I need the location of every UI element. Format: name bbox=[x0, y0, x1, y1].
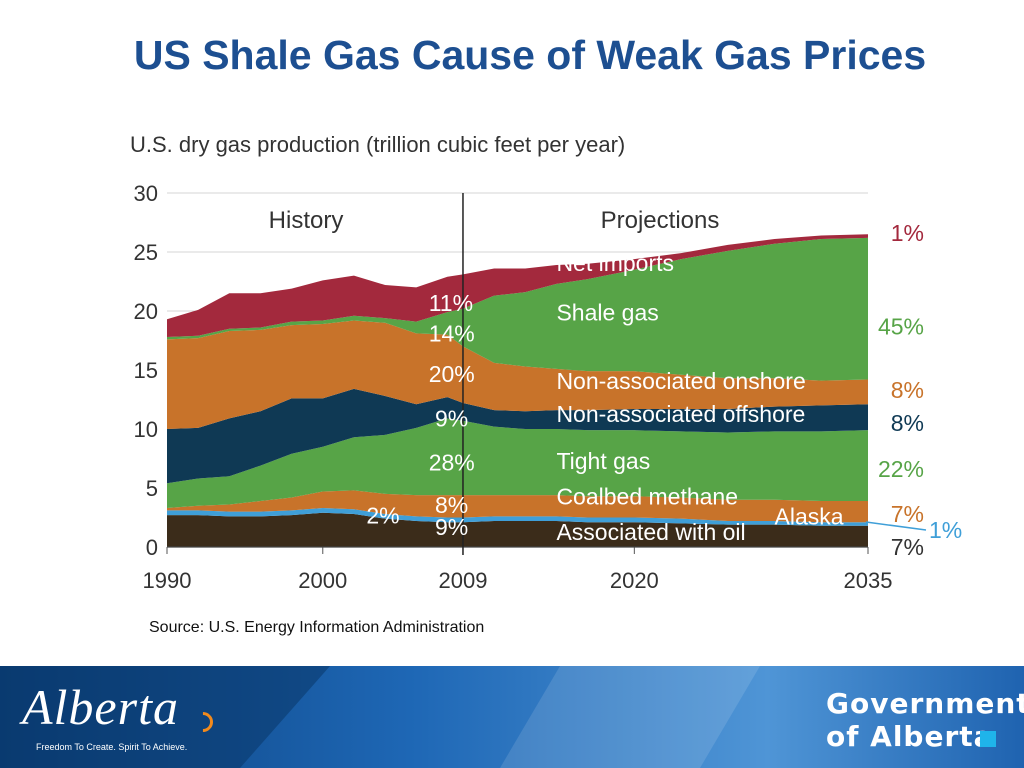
area-tight-gas bbox=[167, 418, 868, 509]
share-2035-label: 7% bbox=[891, 534, 924, 560]
share-2009-label: 8% bbox=[435, 492, 468, 518]
region-label-projections: Projections bbox=[601, 207, 720, 234]
share-2009-label: 11% bbox=[429, 290, 473, 316]
area-label: Non-associated offshore bbox=[556, 401, 805, 427]
x-tick-label: 2020 bbox=[610, 568, 659, 593]
government-square-icon bbox=[980, 731, 996, 747]
x-tick-label: 2000 bbox=[298, 568, 347, 593]
y-tick-label: 20 bbox=[134, 299, 158, 324]
x-tick-label: 2035 bbox=[844, 568, 893, 593]
area-net-imports bbox=[167, 234, 868, 337]
y-tick-label: 10 bbox=[134, 417, 158, 442]
share-2035-label: 8% bbox=[891, 410, 924, 436]
share-2035-label: 22% bbox=[878, 456, 924, 482]
area-label: Coalbed methane bbox=[556, 484, 738, 510]
x-tick-label: 1990 bbox=[143, 568, 192, 593]
government-line-2: of Alberta bbox=[826, 720, 994, 753]
axes: 0 5 10 15 20 25 30 1990 2000 2009 2020 2035 bbox=[134, 181, 893, 593]
area-label: Shale gas bbox=[556, 299, 658, 325]
footer-banner bbox=[0, 666, 1024, 768]
alberta-tagline: Freedom To Create. Spirit To Achieve. bbox=[36, 742, 188, 752]
share-2009-label: 9% bbox=[435, 514, 468, 540]
area-non-associated-onshore bbox=[167, 320, 868, 429]
source-note: Source: U.S. Energy Information Administ… bbox=[149, 619, 485, 636]
government-line-1: Government bbox=[826, 687, 1024, 720]
area-associated-with-oil bbox=[167, 512, 868, 547]
area-coalbed-methane bbox=[167, 490, 868, 523]
area-label: Associated with oil bbox=[556, 519, 745, 545]
slide-title: US Shale Gas Cause of Weak Gas Prices bbox=[133, 32, 927, 78]
chart-title: U.S. dry gas production (trillion cubic … bbox=[130, 132, 625, 157]
area-alaska bbox=[167, 508, 868, 526]
alberta-logo: Alberta bbox=[22, 679, 179, 735]
area-label: Alaska bbox=[775, 504, 844, 530]
x-tick-label: 2009 bbox=[439, 568, 488, 593]
area-shale-gas bbox=[167, 237, 868, 381]
share-2035-label: 1% bbox=[891, 220, 924, 246]
share-2035-label: 45% bbox=[878, 313, 924, 339]
share-2009-label: 9% bbox=[435, 406, 468, 432]
share-2009-label: 28% bbox=[429, 449, 475, 475]
area-label: Non-associated onshore bbox=[556, 368, 805, 394]
stacked-areas bbox=[167, 234, 868, 547]
y-tick-label: 25 bbox=[134, 240, 158, 265]
y-tick-label: 30 bbox=[134, 181, 158, 206]
alaska-callout-line bbox=[865, 521, 927, 531]
share-2009-label: 14% bbox=[429, 321, 475, 347]
alaska-callout-label: 1% bbox=[929, 517, 962, 543]
gas-production-chart: U.S. dry gas production (trillion cubic … bbox=[130, 132, 963, 593]
area-label: Net imports bbox=[556, 250, 674, 276]
share-2035-label: 7% bbox=[891, 501, 924, 527]
y-tick-label: 15 bbox=[134, 358, 158, 383]
share-2009-label: 20% bbox=[429, 361, 475, 387]
chart-labels: History Projections Net imports Shale gas No… bbox=[269, 207, 963, 560]
y-tick-label: 5 bbox=[146, 476, 158, 501]
share-2035-label: 8% bbox=[891, 377, 924, 403]
y-tick-label: 0 bbox=[146, 535, 158, 560]
area-label: Tight gas bbox=[556, 448, 650, 474]
region-label-history: History bbox=[269, 207, 344, 234]
share-2009-label: 2% bbox=[366, 502, 399, 528]
area-non-associated-offshore bbox=[167, 388, 868, 484]
